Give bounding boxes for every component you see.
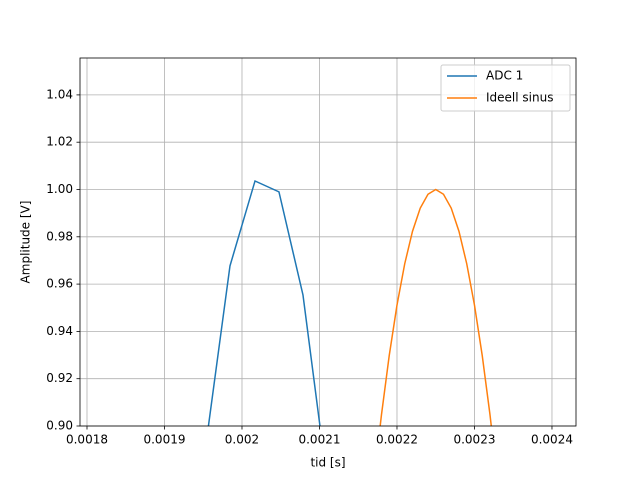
x-tick-label: 0.0023 (453, 433, 495, 447)
y-tick-label: 1.00 (46, 182, 73, 196)
y-tick-label: 1.02 (46, 135, 73, 149)
legend-label: Ideell sinus (486, 91, 553, 105)
y-tick-label: 1.04 (46, 87, 73, 101)
y-axis-label: Amplitude [V] (19, 201, 33, 284)
legend-label: ADC 1 (486, 69, 523, 83)
x-tick-label: 0.0019 (143, 433, 185, 447)
y-tick-label: 0.98 (46, 229, 73, 243)
x-tick-label: 0.0024 (531, 433, 573, 447)
x-tick-label: 0.0021 (298, 433, 340, 447)
y-tick-label: 0.90 (46, 419, 73, 433)
axes-frame (79, 57, 577, 427)
x-axis-label: tid [s] (310, 456, 345, 470)
x-tick-label: 0.0022 (376, 433, 418, 447)
data-line (379, 188, 493, 426)
data-line (207, 179, 321, 426)
y-tick-label: 0.92 (46, 371, 73, 385)
y-tick-label: 0.96 (46, 277, 73, 291)
x-tick-label: 0.0018 (66, 433, 108, 447)
plot-area (207, 179, 493, 426)
y-tick-label: 0.94 (46, 324, 73, 338)
x-tick-label: 0.002 (225, 433, 259, 447)
